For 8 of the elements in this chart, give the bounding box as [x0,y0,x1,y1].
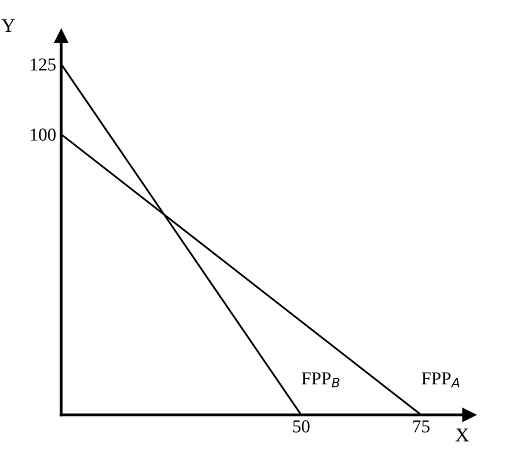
y-axis-title: Y [2,19,15,32]
x-tick-label: 75 [413,420,430,432]
series-label: FPP$_{B}$ [302,372,340,388]
y-tick-label: 125 [30,58,56,71]
x-tick-label: 50 [293,420,310,432]
x-axis-title: X [456,428,469,442]
y-tick-label: 100 [30,128,56,141]
series-label: FPP$_{A}$ [422,372,460,388]
